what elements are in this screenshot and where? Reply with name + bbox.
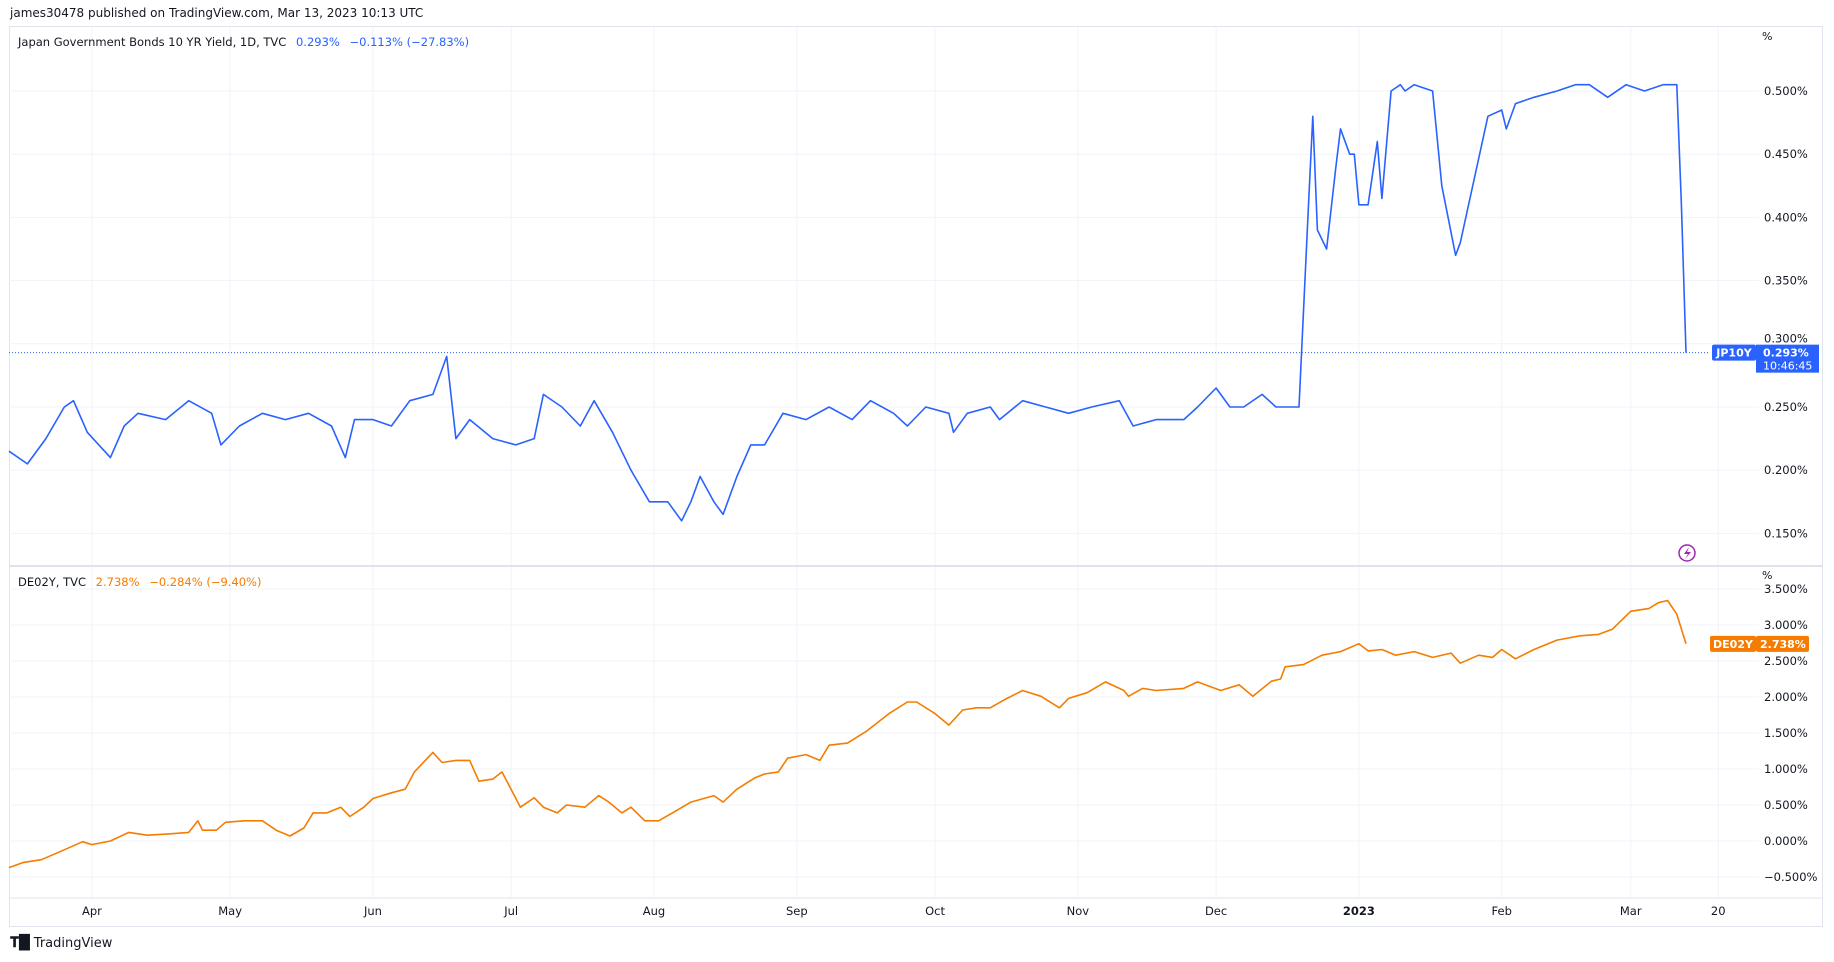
de-y-tick-label: −0.500% xyxy=(1764,870,1818,884)
de-symbol-label-bg xyxy=(1710,635,1756,652)
time-tick-label: 2023 xyxy=(1343,904,1375,918)
de-y-tick-label: 0.500% xyxy=(1764,798,1808,812)
de-y-tick-label: 3.000% xyxy=(1764,618,1808,632)
de-y-tick-label: 3.500% xyxy=(1764,582,1808,596)
jp-y-tick-label: 0.200% xyxy=(1764,463,1808,477)
time-tick-label: Jul xyxy=(503,904,518,918)
time-tick-label: Mar xyxy=(1620,904,1642,918)
jp-y-tick-label: 0.250% xyxy=(1764,400,1808,414)
de-y-tick-label: 1.500% xyxy=(1764,726,1808,740)
de-y-tick-label: 0.000% xyxy=(1764,834,1808,848)
time-tick-label: Feb xyxy=(1492,904,1512,918)
jp-series-line xyxy=(8,83,1687,522)
jp-y-tick-label: 0.400% xyxy=(1764,210,1808,224)
jp-countdown-label: 10:46:45 xyxy=(1763,360,1812,373)
jp-symbol-label: JP10Y xyxy=(1715,347,1752,360)
lightning-icon[interactable] xyxy=(1678,544,1696,562)
de-price-label: 2.738% xyxy=(1760,638,1806,651)
jp-legend-last: 0.293% xyxy=(295,35,340,49)
published-caption: james30478 published on TradingView.com,… xyxy=(10,6,424,20)
jp-y-tick-label: 0.300% xyxy=(1764,332,1808,346)
chart-frame xyxy=(9,26,1823,927)
jp-legend-symbol: Japan Government Bonds 10 YR Yield, 1D, … xyxy=(18,35,287,49)
de-y-tick-label: 2.000% xyxy=(1764,690,1808,704)
jp-y-tick-label: 0.150% xyxy=(1764,526,1808,540)
de-legend-symbol: DE02Y, TVC xyxy=(18,575,87,589)
de-series-line xyxy=(8,599,1687,869)
tradingview-brand: TradingView xyxy=(33,935,113,951)
time-tick-label: Oct xyxy=(925,904,945,918)
de-y-tick-label: 2.500% xyxy=(1764,654,1808,668)
de-legend[interactable]: DE02Y, TVC 2.738% −0.284% (−9.40%) xyxy=(18,575,267,589)
jp-y-tick-label: 0.350% xyxy=(1764,274,1808,288)
jp-legend[interactable]: Japan Government Bonds 10 YR Yield, 1D, … xyxy=(18,35,475,49)
tradingview-logo-icon: 𝐓█ xyxy=(10,935,30,951)
jp-y-tick-label: 0.500% xyxy=(1764,84,1808,98)
jp-price-label: 0.293% xyxy=(1763,347,1809,360)
time-tick-label: May xyxy=(218,904,242,918)
jp-y-tick-label: 0.450% xyxy=(1764,147,1808,161)
time-tick-label: Apr xyxy=(82,904,102,918)
time-tick-label: Jun xyxy=(363,904,382,918)
de-y-tick-label: 1.000% xyxy=(1764,762,1808,776)
de-axis-unit: % xyxy=(1762,569,1772,582)
time-tick-label: Sep xyxy=(786,904,808,918)
tradingview-logo[interactable]: 𝐓█ TradingView xyxy=(10,935,112,951)
time-tick-label: Nov xyxy=(1067,904,1090,918)
time-tick-label: Aug xyxy=(643,904,665,918)
de-price-label-bg xyxy=(1756,635,1809,652)
time-tick-label: 20 xyxy=(1711,904,1726,918)
jp-axis-unit: % xyxy=(1762,30,1772,43)
de-legend-last: 2.738% xyxy=(95,575,140,589)
jp-symbol-label-bg xyxy=(1712,344,1756,361)
de-symbol-label: DE02Y xyxy=(1713,638,1754,651)
de-legend-change: −0.284% (−9.40%) xyxy=(149,575,262,589)
jp-legend-change: −0.113% (−27.83%) xyxy=(349,35,470,49)
jp-price-label-bg xyxy=(1756,344,1819,373)
time-tick-label: Dec xyxy=(1205,904,1227,918)
